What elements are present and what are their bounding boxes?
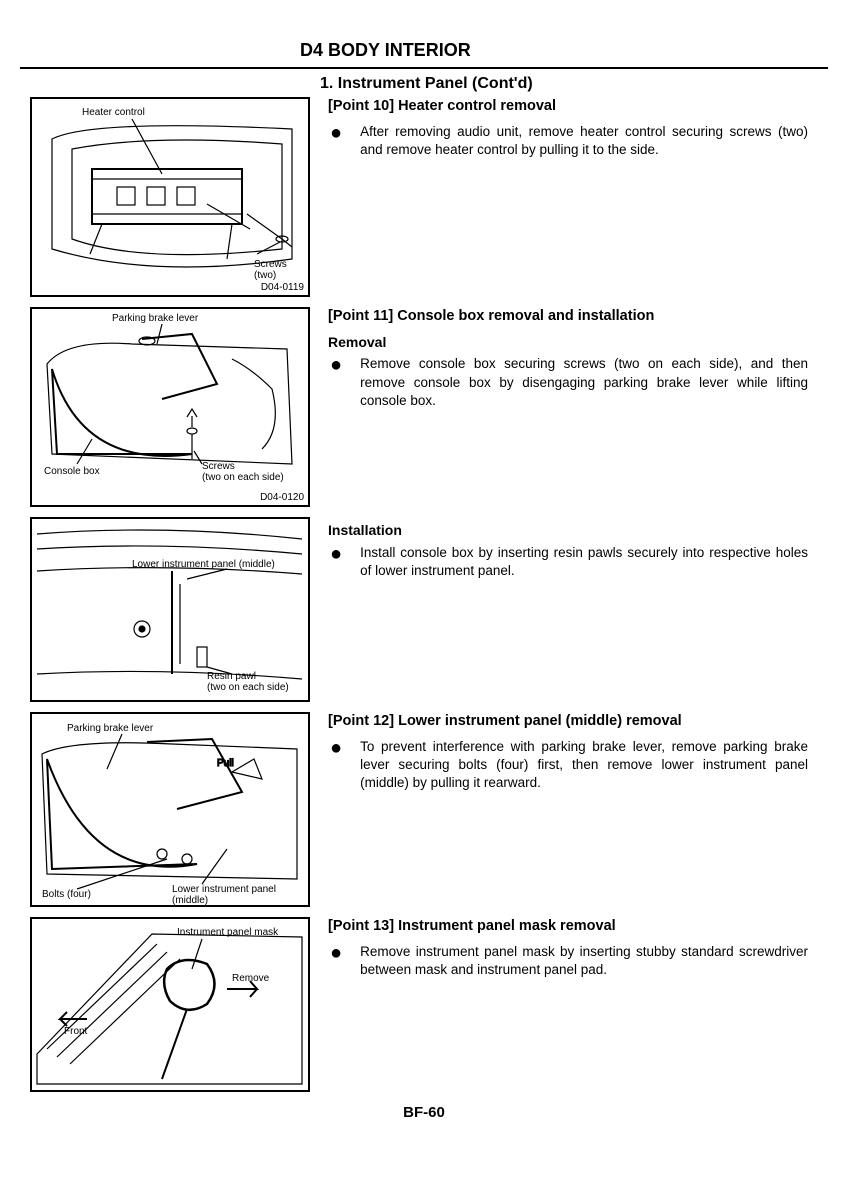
point-13-title: [Point 13] Instrument panel mask removal (328, 917, 808, 937)
installation-text: Install console box by inserting resin p… (360, 544, 808, 580)
installation-heading: Installation (328, 521, 808, 540)
point-13-text: Remove instrument panel mask by insertin… (360, 943, 808, 979)
page-number: BF-60 (20, 1104, 828, 1121)
svg-text:Pull: Pull (217, 758, 234, 769)
point-10-title: [Point 10] Heater control removal (328, 97, 808, 117)
page-header-title: D4 BODY INTERIOR (20, 40, 828, 67)
text-point-13: [Point 13] Instrument panel mask removal… (328, 917, 828, 979)
bullet-icon: ● (330, 738, 342, 758)
callout-lower-panel: Lower instrument panel (middle) (132, 559, 275, 570)
figure-console-box: Parking brake lever Console box Screws (… (30, 307, 310, 507)
text-point-10: [Point 10] Heater control removal ● Afte… (328, 97, 828, 159)
callout-front: Front (64, 1026, 88, 1037)
header-rule (20, 67, 828, 69)
figure-id: D04-0120 (260, 492, 304, 503)
callout-resin-pawl: Resin pawl (two on each side) (207, 671, 289, 693)
bullet-icon: ● (330, 544, 342, 564)
callout-panel-mask: Instrument panel mask (177, 927, 279, 938)
point-12-title: [Point 12] Lower instrument panel (middl… (328, 712, 808, 732)
page-subtitle: 1. Instrument Panel (Cont'd) (20, 75, 828, 93)
section-point-11: Parking brake lever Console box Screws (… (20, 307, 828, 507)
bullet-icon: ● (330, 123, 342, 143)
callout-brake-lever: Parking brake lever (67, 723, 154, 734)
bullet-icon: ● (330, 943, 342, 963)
manual-page: D4 BODY INTERIOR 1. Instrument Panel (Co… (0, 0, 848, 1141)
bullet-icon: ● (330, 355, 342, 375)
section-installation: Lower instrument panel (middle) Resin pa… (20, 517, 828, 702)
section-point-13: Instrument panel mask Front Remove [Poin… (20, 917, 828, 1092)
section-point-12: Pull Parking brake lever Bolts (four) Lo… (20, 712, 828, 907)
text-point-12: [Point 12] Lower instrument panel (middl… (328, 712, 828, 792)
callout-remove: Remove (232, 973, 270, 984)
point-11-text: Remove console box securing screws (two … (360, 355, 808, 410)
section-point-10: Heater control Screws (two) D04-0119 [Po… (20, 97, 828, 297)
point-11-title: [Point 11] Console box removal and insta… (328, 307, 808, 327)
callout-screws-side: Screws (two on each side) (202, 461, 284, 483)
removal-heading: Removal (328, 333, 808, 352)
callout-console-box: Console box (44, 466, 100, 477)
point-12-text: To prevent interference with parking bra… (360, 738, 808, 793)
callout-screws-two: Screws (two) (254, 259, 290, 281)
point-10-text: After removing audio unit, remove heater… (360, 123, 808, 159)
figure-id: D04-0119 (261, 282, 304, 293)
text-point-11: [Point 11] Console box removal and insta… (328, 307, 828, 410)
figure-lower-panel: Pull Parking brake lever Bolts (four) Lo… (30, 712, 310, 907)
figure-resin-pawl: Lower instrument panel (middle) Resin pa… (30, 517, 310, 702)
figure-panel-mask: Instrument panel mask Front Remove (30, 917, 310, 1092)
text-installation: Installation ● Install console box by in… (328, 517, 828, 580)
callout-parking-brake: Parking brake lever (112, 313, 199, 324)
figure-heater-control: Heater control Screws (two) D04-0119 (30, 97, 310, 297)
callout-bolts: Bolts (four) (42, 889, 91, 900)
callout-lower-instrument: Lower instrument panel (middle) (172, 884, 279, 905)
callout-heater-control: Heater control (82, 107, 145, 118)
